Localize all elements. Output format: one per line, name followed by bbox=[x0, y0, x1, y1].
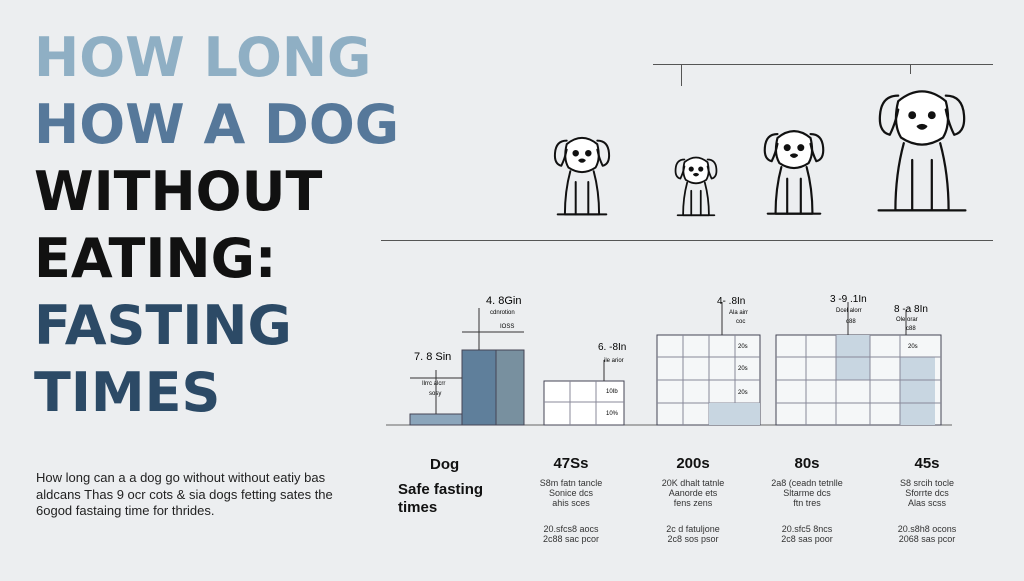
stat-column: 200s 20K dhalt tatnle Aanorde ets fens z… bbox=[638, 455, 748, 544]
headline-line-2: HOW A DOG bbox=[34, 93, 400, 156]
bar bbox=[543, 380, 625, 426]
bar bbox=[461, 349, 497, 426]
stat-column: 45s S8 srcih tocle Sforrte dcs Alas scss… bbox=[872, 455, 982, 544]
bar-sublabel: c88 bbox=[846, 319, 856, 325]
stat-line: 2a8 (ceadn tetnlle bbox=[771, 478, 843, 488]
bar-sublabel: IOSS bbox=[500, 324, 514, 330]
bar-label: 6. -8In bbox=[598, 342, 626, 353]
stat-line: Alas scss bbox=[907, 498, 946, 508]
headline-line-4: EATING: bbox=[34, 227, 277, 290]
headline-line-5: FASTING bbox=[34, 294, 292, 357]
bar-label: 3 -9 .1In bbox=[830, 294, 867, 305]
top-divider bbox=[653, 64, 993, 65]
bar-sublabel: Dcel alorr bbox=[836, 308, 862, 314]
bar-sublabel: Ala airr bbox=[729, 310, 748, 316]
dog-icon bbox=[548, 128, 616, 218]
stat-value: 80s bbox=[794, 455, 820, 472]
bar-sublabel: coc bbox=[736, 319, 745, 325]
stat-line: 2c88 sac pcor bbox=[542, 534, 600, 544]
headline-line-3: WITHOUT bbox=[34, 160, 323, 223]
dog-icon bbox=[670, 150, 722, 218]
bar-sublabel: c88 bbox=[906, 326, 916, 332]
stat-line: S8m fatn tancle bbox=[539, 478, 603, 488]
bar-value: 10Ib bbox=[606, 389, 618, 395]
bar-label: 8 -a 8In bbox=[894, 304, 928, 315]
stat-line: ahis sces bbox=[552, 498, 590, 508]
bar-value: 20s bbox=[908, 344, 918, 350]
bar-sublabel: Ilrrc alcrr bbox=[422, 381, 445, 387]
top-tick bbox=[681, 64, 682, 86]
stat-line: Aanorde ets bbox=[668, 488, 718, 498]
dog-baseline bbox=[381, 240, 993, 241]
stat-line: 20K dhalt tatnle bbox=[661, 478, 725, 488]
dog-icon bbox=[872, 76, 972, 216]
bar-sublabel: cdnrotion bbox=[490, 310, 515, 316]
stat-line: 2068 sas pcor bbox=[898, 534, 956, 544]
headline-line-1: HOW LONG bbox=[34, 26, 372, 89]
bar-sublabel: Ole orar bbox=[896, 317, 918, 323]
bar bbox=[409, 413, 463, 426]
bar-sublabel: ile arior bbox=[604, 358, 624, 364]
bar-sublabel: sosy bbox=[429, 391, 441, 397]
headline: HOW LONG HOW A DOG WITHOUT EATING: FASTI… bbox=[34, 24, 399, 426]
stat-value: 47Ss bbox=[553, 455, 589, 472]
bar-chart: 7. 8 Sin Ilrrc alcrr sosy 4. 8Gin cdnrot… bbox=[384, 280, 954, 430]
bar-value: 20s bbox=[738, 366, 748, 372]
stat-line: Sforrte dcs bbox=[905, 488, 949, 498]
stat-line: Sltarme dcs bbox=[783, 488, 831, 498]
stat-line: 20.s8h8 ocons bbox=[897, 524, 957, 534]
bar bbox=[495, 349, 525, 426]
stat-line: S8 srcih tocle bbox=[899, 478, 955, 488]
stat-value: 45s bbox=[914, 455, 940, 472]
stat-line: 2c8 sos psor bbox=[667, 534, 719, 544]
stat-line: ftn tres bbox=[793, 498, 821, 508]
bar-value: 10% bbox=[606, 411, 619, 417]
legend-dog-label: Dog bbox=[430, 456, 460, 473]
stat-line: Sonice dcs bbox=[548, 488, 594, 498]
stat-column: 80s 2a8 (ceadn tetnlle Sltarme dcs ftn t… bbox=[752, 455, 862, 544]
bar-label: 4. 8Gin bbox=[486, 295, 521, 307]
stat-line: 20.sfc5 8ncs bbox=[781, 524, 833, 534]
dog-icon bbox=[760, 120, 828, 218]
bar-value: 20s bbox=[738, 390, 748, 396]
stat-value: 200s bbox=[676, 455, 710, 472]
description-text: How long can a a dog go without without … bbox=[36, 470, 333, 518]
legend-safe-label: Safe fasting times bbox=[398, 481, 484, 516]
bar-value: 20s bbox=[738, 344, 748, 350]
bar-label: 4- .8In bbox=[717, 296, 745, 307]
top-tick bbox=[910, 64, 911, 74]
stat-column: 47Ss S8m fatn tancle Sonice dcs ahis sce… bbox=[516, 455, 626, 544]
stat-line: 20.sfcs8 aocs bbox=[543, 524, 599, 534]
bar-label: 7. 8 Sin bbox=[414, 351, 451, 363]
stat-line: 2c d fatuljone bbox=[666, 524, 720, 534]
headline-line-6: TIMES bbox=[34, 361, 221, 424]
stat-line: fens zens bbox=[673, 498, 713, 508]
stat-line: 2c8 sas poor bbox=[781, 534, 833, 544]
